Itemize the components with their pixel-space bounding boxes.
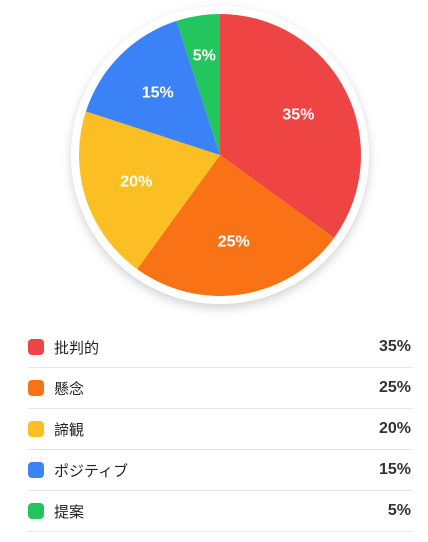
legend-label: 批判的	[54, 338, 100, 357]
slice-label-proposal: 5%	[193, 48, 216, 65]
slice-label-critical: 35%	[282, 107, 314, 124]
slice-label-concern: 25%	[218, 233, 250, 250]
legend-item-positive: ポジティブ 15%	[28, 450, 413, 491]
legend-item-resignation: 諦観 20%	[28, 409, 413, 450]
legend-swatch	[28, 380, 44, 396]
legend-swatch	[28, 421, 44, 437]
pie-slice-concern	[137, 155, 335, 296]
pie-slice-critical	[220, 14, 361, 238]
legend: 批判的 35% 懸念 25% 諦観 20% ポジティブ 15% 提案 5%	[28, 327, 413, 532]
legend-value: 15%	[378, 461, 411, 478]
legend-label: 諦観	[54, 420, 85, 439]
legend-value: 25%	[378, 379, 411, 396]
legend-value: 5%	[387, 502, 411, 519]
legend-label: 提案	[54, 502, 85, 521]
legend-item-proposal: 提案 5%	[28, 491, 413, 532]
slice-label-positive: 15%	[142, 84, 174, 101]
pie-slice-resignation	[78, 111, 220, 270]
legend-label: ポジティブ	[54, 461, 129, 480]
legend-swatch	[28, 339, 44, 355]
legend-swatch	[28, 503, 44, 519]
legend-swatch	[28, 462, 44, 478]
legend-value: 35%	[378, 338, 411, 355]
legend-item-concern: 懸念 25%	[28, 368, 413, 409]
pie-slice-positive	[85, 20, 220, 155]
legend-item-critical: 批判的 35%	[28, 327, 413, 368]
legend-value: 20%	[378, 420, 411, 437]
pie-slice-proposal	[176, 14, 220, 155]
slice-label-resignation: 20%	[120, 174, 152, 191]
pie-chart: 35% 25% 20% 15% 5%	[71, 6, 369, 304]
legend-label: 懸念	[54, 379, 85, 398]
